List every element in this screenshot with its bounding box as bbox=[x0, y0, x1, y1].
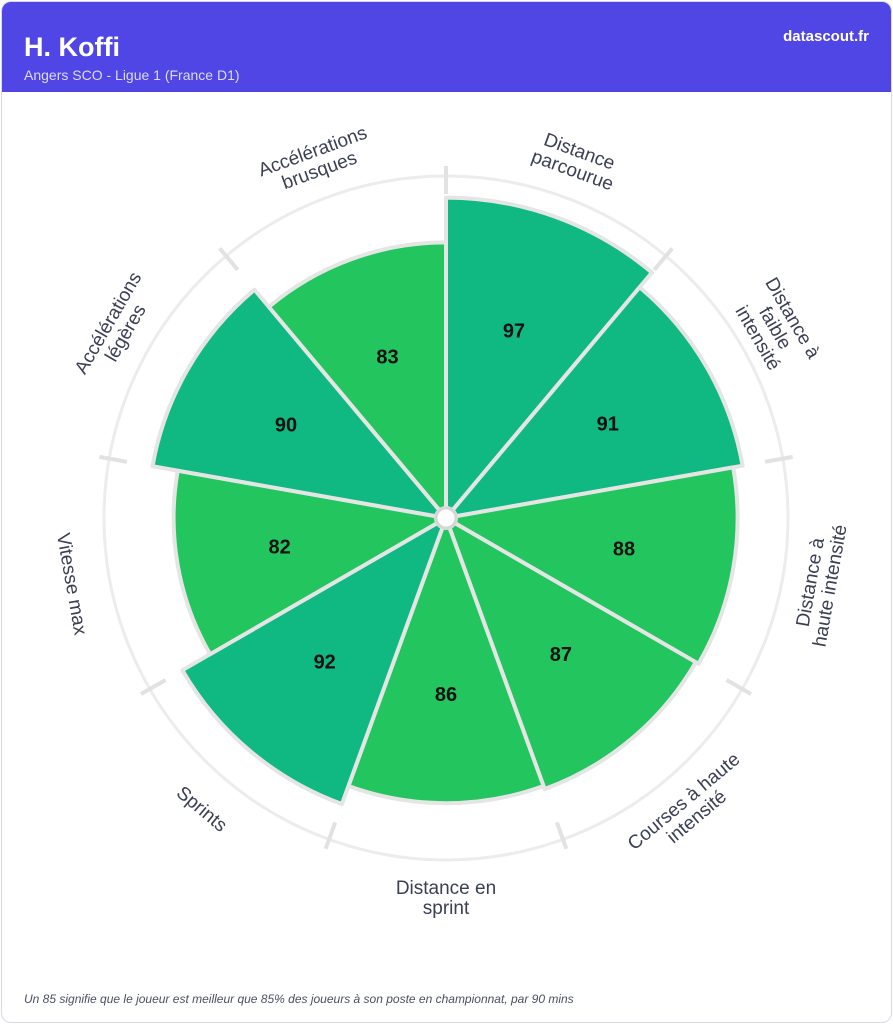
value-label: 97 bbox=[503, 320, 525, 342]
separator-line bbox=[99, 454, 128, 464]
separator-line bbox=[140, 678, 167, 696]
separator-line bbox=[554, 821, 569, 850]
club-league-label: Angers SCO - Ligue 1 (France D1) bbox=[24, 67, 240, 83]
separator-line bbox=[764, 454, 793, 464]
category-label: Accélérationslégères bbox=[71, 269, 164, 388]
value-label: 83 bbox=[376, 346, 398, 368]
category-label-line: sprint bbox=[423, 898, 470, 919]
category-label: Distance en sprint bbox=[396, 878, 496, 919]
category-label: Courses à hauteintensité bbox=[624, 749, 757, 870]
header-bar: H. Koffi Angers SCO - Ligue 1 (France D1… bbox=[2, 2, 891, 92]
value-label: 86 bbox=[435, 684, 457, 706]
brand-link[interactable]: datascout.fr bbox=[783, 28, 869, 45]
value-label: 87 bbox=[550, 644, 572, 666]
value-label: 91 bbox=[597, 414, 619, 436]
value-label: 92 bbox=[314, 652, 336, 674]
category-label-line: Distance en bbox=[396, 878, 496, 899]
footnote: Un 85 signifie que le joueur est meilleu… bbox=[24, 992, 574, 1006]
category-label: Distance àfaibleintensité bbox=[726, 274, 824, 383]
category-label: Sprints bbox=[172, 782, 231, 836]
value-label: 90 bbox=[275, 415, 297, 437]
separator-line bbox=[652, 247, 674, 272]
category-label: Distanceparcourue bbox=[529, 127, 623, 195]
separator-line bbox=[725, 678, 752, 696]
separator-line bbox=[323, 821, 338, 850]
category-label-line: Vitesse max bbox=[52, 531, 91, 637]
category-label: Distance àhaute intensité bbox=[790, 520, 852, 649]
category-label: Vitesse max bbox=[52, 531, 91, 637]
player-name: H. Koffi bbox=[24, 32, 120, 62]
center-hub bbox=[434, 506, 458, 530]
separator-line bbox=[218, 247, 240, 272]
category-label-line: Sprints bbox=[172, 782, 231, 836]
value-label: 82 bbox=[269, 536, 291, 558]
value-label: 88 bbox=[613, 538, 635, 560]
